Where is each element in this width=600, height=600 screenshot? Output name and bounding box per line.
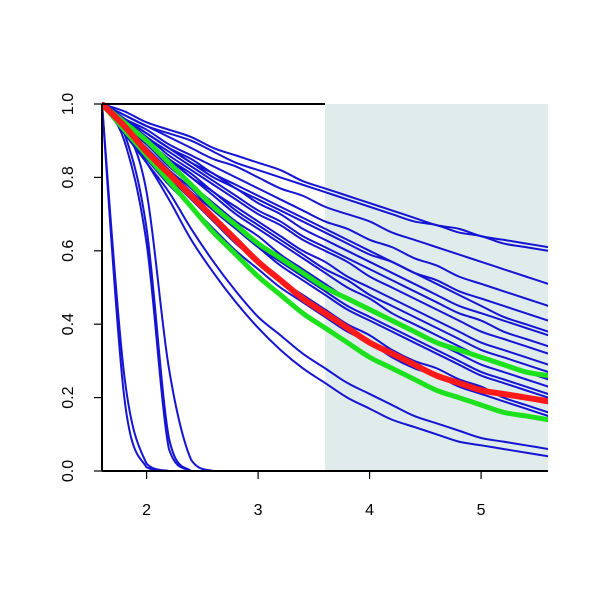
series-line-blue-4: [102, 103, 548, 471]
series-line-red-27: [102, 102, 548, 405]
y-tick-label: 1.0: [60, 93, 77, 115]
x-tick-label: 4: [365, 502, 374, 519]
series-line-blue-21: [102, 103, 548, 355]
series-line-blue-7: [102, 103, 548, 450]
x-tick-label: 3: [254, 502, 263, 519]
x-tick-label: 2: [142, 502, 151, 519]
series-line-blue-8: [102, 103, 548, 348]
shaded-region-layer: [325, 104, 548, 471]
axes-layer: [101, 103, 548, 472]
x-ticks: 2 3 4 5: [142, 471, 486, 519]
y-ticks: 0.0 0.2 0.4 0.6 0.8 1.0: [60, 93, 102, 482]
y-tick-label: 0.6: [60, 240, 77, 262]
series-line-blue-19: [102, 103, 548, 285]
y-tick-label: 0.4: [60, 313, 77, 335]
series-layer: [102, 102, 548, 471]
series-line-blue-6: [102, 103, 548, 458]
series-line-blue-22: [102, 103, 548, 333]
series-line-blue-15: [102, 103, 548, 307]
series-line-blue-3: [102, 103, 548, 471]
series-line-blue-2: [102, 103, 548, 471]
series-line-blue-23: [102, 103, 548, 373]
series-line-blue-18: [102, 103, 548, 249]
y-tick-label: 0.0: [60, 460, 77, 482]
y-tick-label: 0.8: [60, 166, 77, 188]
series-line-blue-5: [102, 103, 548, 471]
y-tick-label: 0.2: [60, 386, 77, 408]
series-line-blue-1: [102, 103, 548, 471]
x-tick-label: 5: [477, 502, 486, 519]
series-line-green-25: [102, 102, 548, 379]
shaded-region: [325, 104, 548, 471]
series-line-green-26: [102, 102, 548, 423]
series-line-blue-24: [102, 103, 548, 395]
